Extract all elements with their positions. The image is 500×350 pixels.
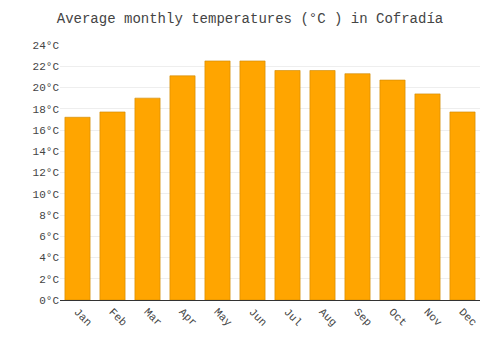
svg-text:Sep: Sep (351, 306, 373, 328)
svg-text:Nov: Nov (421, 306, 444, 329)
svg-text:10°C: 10°C (33, 189, 60, 201)
svg-text:Aug: Aug (316, 306, 338, 328)
svg-text:Jul: Jul (281, 306, 303, 328)
svg-text:4°C: 4°C (39, 252, 59, 264)
svg-text:Feb: Feb (106, 306, 128, 328)
svg-text:Jan: Jan (71, 306, 93, 328)
svg-text:8°C: 8°C (39, 210, 59, 222)
svg-text:14°C: 14°C (33, 146, 60, 158)
svg-text:0°C: 0°C (39, 295, 59, 307)
svg-text:Jun: Jun (246, 306, 268, 328)
svg-text:Oct: Oct (386, 306, 408, 328)
svg-text:2°C: 2°C (39, 274, 59, 286)
svg-text:16°C: 16°C (33, 125, 60, 137)
svg-text:Dec: Dec (456, 306, 478, 328)
svg-text:24°C: 24°C (33, 40, 60, 52)
svg-text:20°C: 20°C (33, 82, 60, 94)
svg-text:6°C: 6°C (39, 231, 59, 243)
svg-text:12°C: 12°C (33, 167, 60, 179)
svg-text:Apr: Apr (176, 306, 198, 328)
svg-text:18°C: 18°C (33, 104, 60, 116)
svg-text:Mar: Mar (141, 306, 163, 328)
svg-text:Average monthly temperatures (: Average monthly temperatures (°C ) in Co… (57, 11, 443, 27)
svg-text:May: May (211, 306, 234, 329)
svg-text:22°C: 22°C (33, 61, 60, 73)
